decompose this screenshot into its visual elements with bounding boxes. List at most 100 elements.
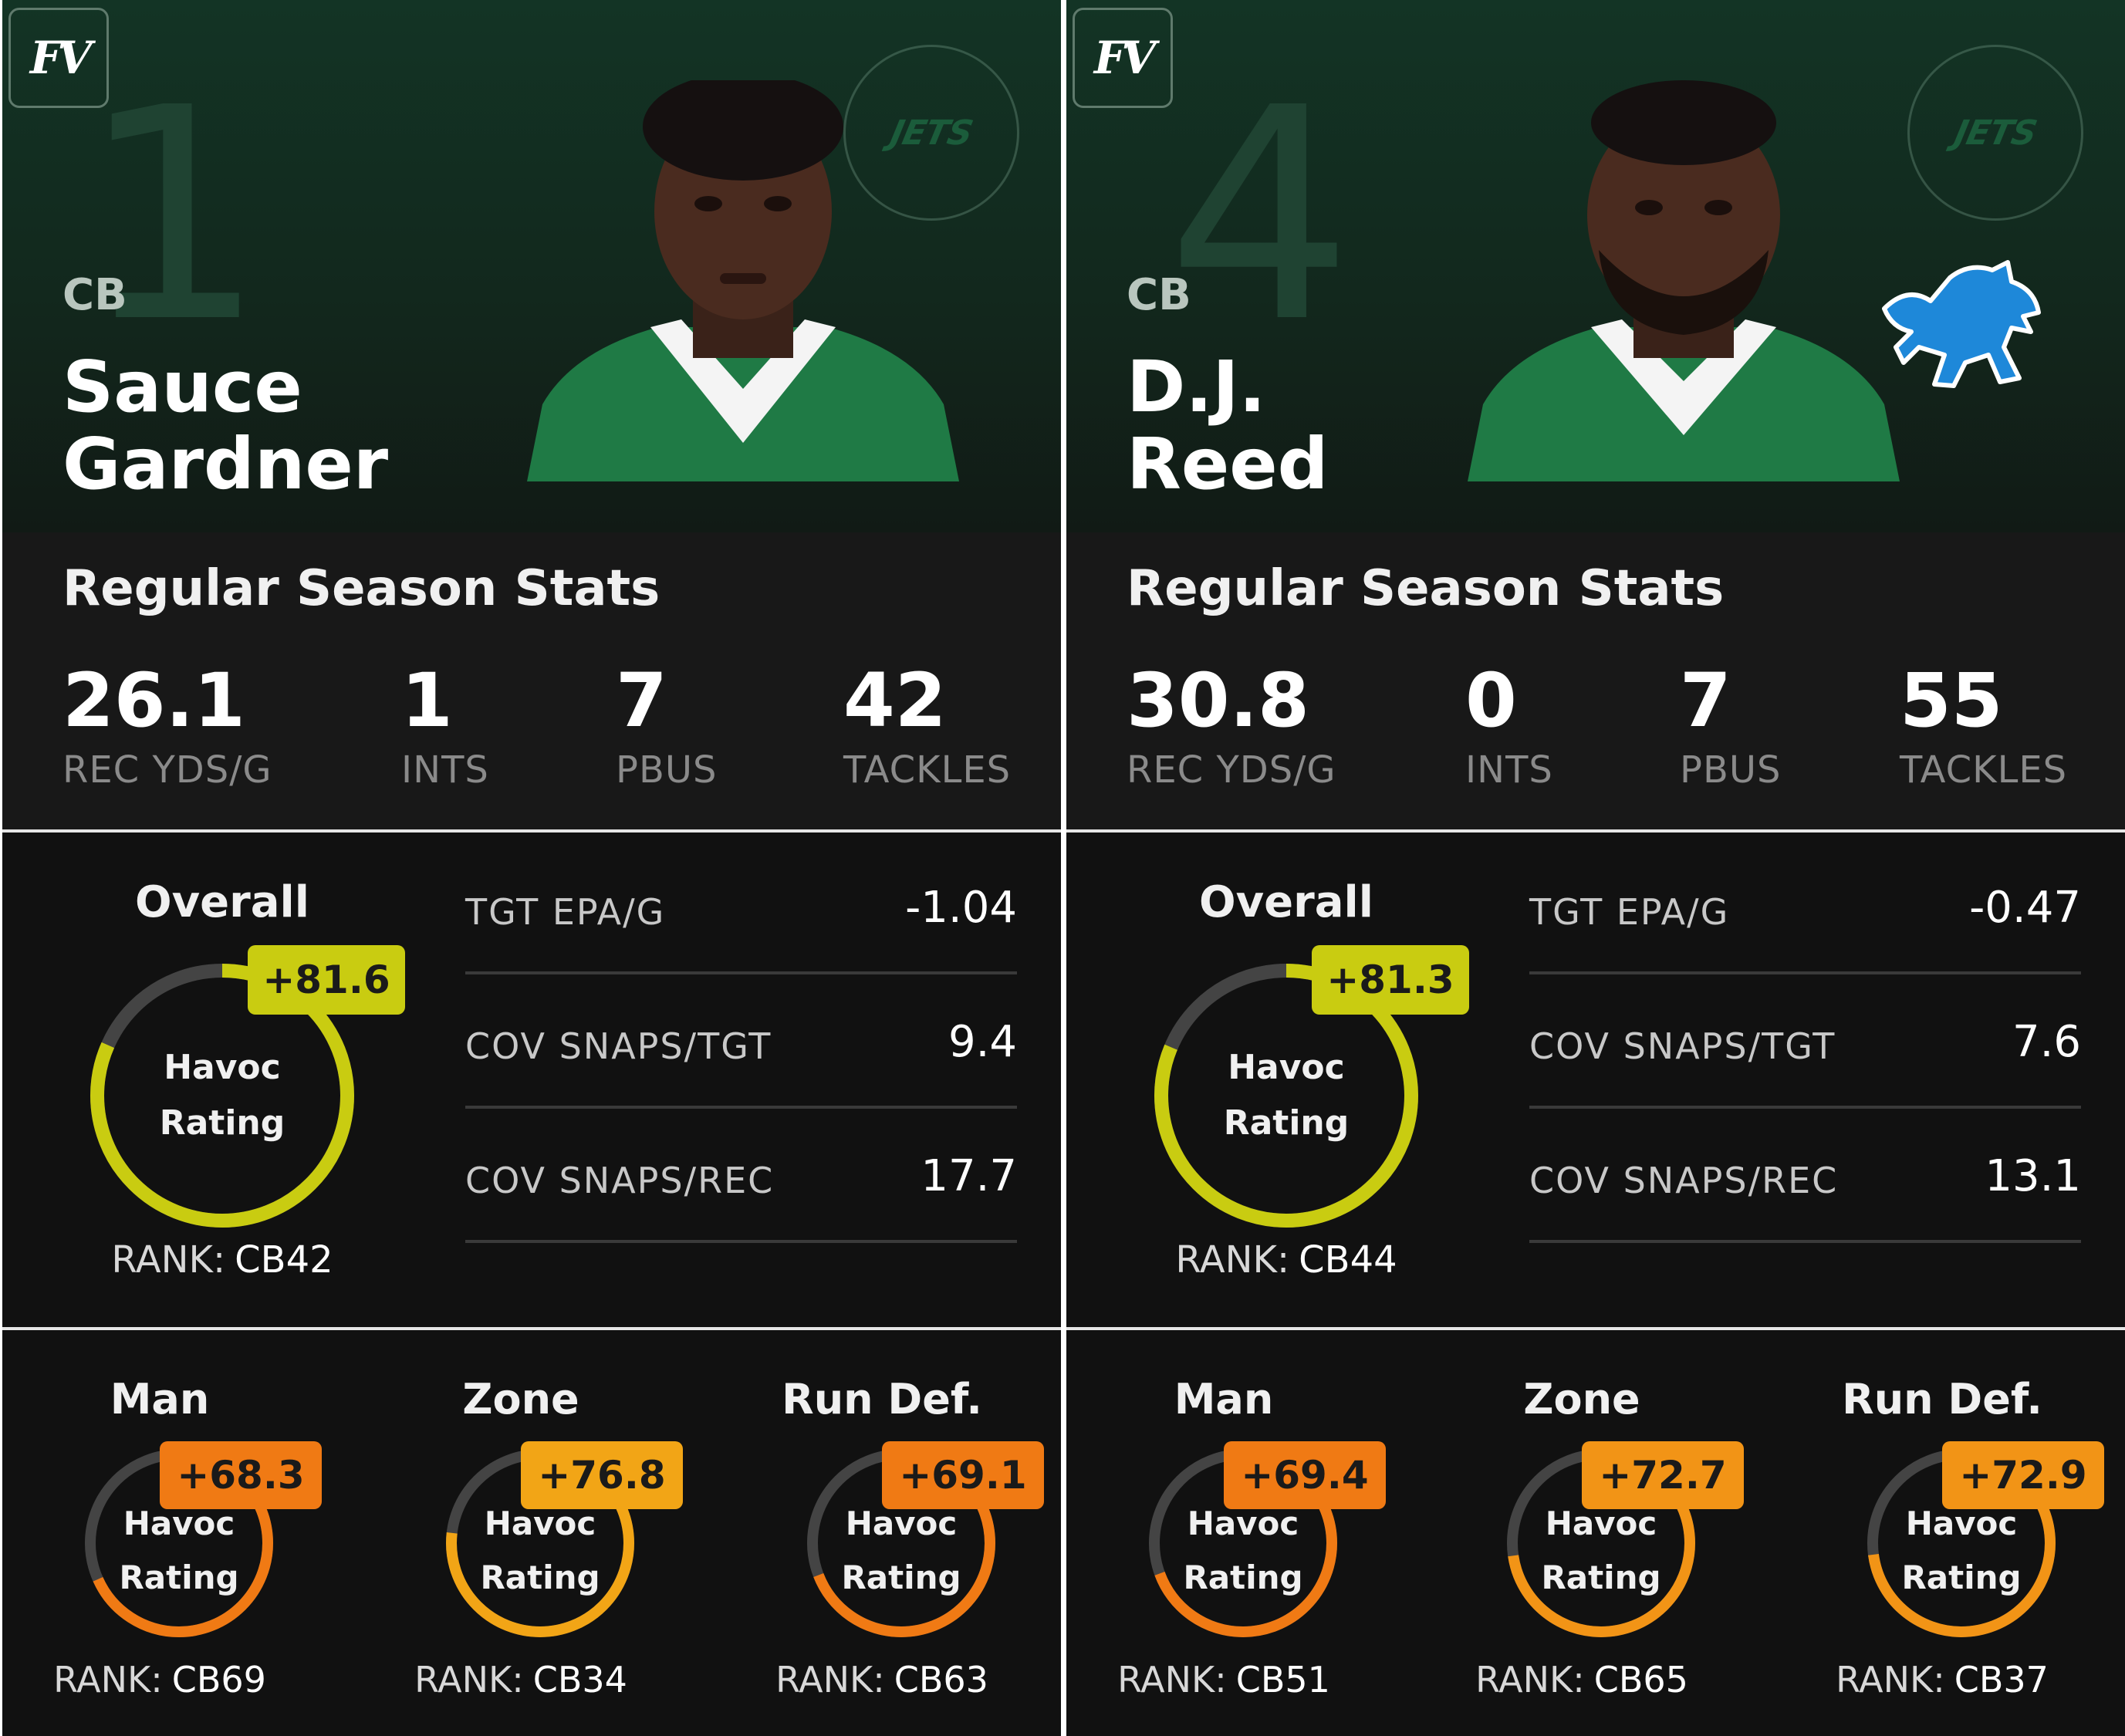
ring-label-line1: Havoc — [1545, 1505, 1657, 1542]
season-stats-panel: Regular Season Stats 26.1 REC YDS/G 1 IN… — [2, 532, 1061, 829]
sub-title: Run Def. — [1842, 1375, 2042, 1424]
metric-tgt-epa: TGT EPA/G -1.04 — [465, 837, 1017, 974]
overall-rating-ring: Havoc Rating — [79, 953, 365, 1238]
brand-logo-text: FV — [29, 32, 92, 84]
team-logo: JETS — [1907, 45, 2083, 221]
sub-rating-man: Man Havoc Rating +68.3 RANK: CB69 — [5, 1335, 322, 1736]
sub-rank: RANK: CB63 — [728, 1659, 1036, 1701]
stat-label: TACKLES — [1900, 748, 2068, 792]
stat-tackles: 55 TACKLES — [1900, 664, 2067, 792]
metric-label: COV SNAPS/TGT — [1529, 1025, 1836, 1067]
rank-label: RANK: — [1475, 1659, 1585, 1701]
metric-tgt-epa: TGT EPA/G -0.47 — [1529, 837, 2081, 974]
stat-value: 55 — [1900, 657, 2003, 744]
ring-label-line2: Rating — [119, 1559, 239, 1596]
player-header: FV 1 JETS CB Sauce Gardner — [2, 0, 1061, 532]
player-position: CB — [62, 270, 127, 320]
metric-label: TGT EPA/G — [465, 891, 666, 933]
stat-value: 1 — [401, 657, 453, 744]
ring-label-line2: Rating — [1541, 1559, 1661, 1596]
player-photo — [1468, 80, 1900, 481]
sub-rank: RANK: CB34 — [367, 1659, 675, 1701]
sub-ratings-panel: Man Havoc Rating +68.3 RANK: CB69 — [2, 1335, 1061, 1736]
sub-ratings-panel: Man Havoc Rating +69.4 RANK: CB51 — [1066, 1335, 2125, 1736]
sub-rating-badge: +69.1 — [882, 1441, 1044, 1509]
sub-rating-badge: +72.9 — [1942, 1441, 2104, 1509]
ring-label-line2: Rating — [480, 1559, 600, 1596]
player-card-dj-reed: FV 4 JETS CB D.J. Reed — [1066, 0, 2125, 1736]
sub-rating-badge: +68.3 — [160, 1441, 322, 1509]
metric-value: 7.6 — [2012, 1017, 2081, 1067]
rank-label: RANK: — [111, 1238, 226, 1282]
ring-label: Havoc Rating — [440, 1443, 640, 1651]
rank-label: RANK: — [1117, 1659, 1227, 1701]
metric-value: -1.04 — [905, 883, 1017, 933]
player-header: FV 4 JETS CB D.J. Reed — [1066, 0, 2125, 532]
stat-label: REC YDS/G — [62, 748, 272, 792]
sub-rank: RANK: CB51 — [1069, 1659, 1378, 1701]
player-first-name: Sauce — [62, 346, 302, 428]
overall-rating-ring: Havoc Rating — [1144, 953, 1429, 1238]
metric-cov-snaps-rec: COV SNAPS/REC 17.7 — [465, 1106, 1017, 1243]
rank-value: CB51 — [1235, 1659, 1330, 1701]
stat-rec-yds-per-game: 26.1 REC YDS/G — [62, 664, 272, 792]
player-photo — [527, 80, 959, 481]
season-stats-panel: Regular Season Stats 30.8 REC YDS/G 0 IN… — [1066, 532, 2125, 829]
season-stats-title: Regular Season Stats — [62, 560, 660, 617]
overall-title: Overall — [1199, 877, 1373, 927]
rank-value: CB65 — [1593, 1659, 1688, 1701]
rank-value: CB37 — [1954, 1659, 2049, 1701]
metric-value: 9.4 — [948, 1017, 1017, 1067]
player-last-name: Gardner — [62, 423, 389, 505]
ring-label: Havoc Rating — [1144, 953, 1429, 1238]
stat-label: TACKLES — [843, 748, 1012, 792]
overall-panel: Overall Havoc Rating +81.3 RANK: CB44 TGT… — [1066, 837, 2125, 1327]
metric-cov-snaps-tgt: COV SNAPS/TGT 7.6 — [1529, 971, 2081, 1109]
rank-label: RANK: — [1836, 1659, 1945, 1701]
rank-label: RANK: — [414, 1659, 524, 1701]
ring-label-line1: Havoc — [1905, 1505, 2018, 1542]
stat-value: 7 — [1680, 657, 1731, 744]
team-logo: JETS — [843, 45, 1019, 221]
ring-label-line1: Havoc — [484, 1505, 596, 1542]
metric-value: 17.7 — [921, 1151, 1017, 1201]
ring-label-line2: Rating — [1901, 1559, 2022, 1596]
sub-rank: RANK: CB69 — [5, 1659, 314, 1701]
stat-label: REC YDS/G — [1127, 748, 1336, 792]
ring-label-line2: Rating — [159, 1103, 285, 1143]
section-divider — [1066, 829, 2125, 833]
brand-logo[interactable]: FV — [1073, 8, 1173, 108]
sub-rating-run-def: Run Def. Havoc Rating +72.9 RANK: CB37 — [1788, 1335, 2104, 1736]
sub-rating-ring: Havoc Rating — [1501, 1443, 1701, 1643]
sub-rating-man: Man Havoc Rating +69.4 RANK: CB51 — [1069, 1335, 1386, 1736]
overall-rating-badge: +81.6 — [248, 945, 405, 1015]
rank-number: 4 — [1167, 45, 1353, 387]
ring-label-line2: Rating — [841, 1559, 961, 1596]
sub-rating-run-def: Run Def. Havoc Rating +69.1 RANK: CB63 — [728, 1335, 1044, 1736]
overall-ring-arc — [1154, 964, 1418, 1228]
ring-label-line1: Havoc — [123, 1505, 235, 1542]
brand-logo[interactable]: FV — [8, 8, 109, 108]
overall-title: Overall — [135, 877, 309, 927]
stat-value: 26.1 — [62, 657, 245, 744]
section-divider — [2, 1327, 1061, 1330]
sub-rating-zone: Zone Havoc Rating +76.8 RANK: CB34 — [367, 1335, 683, 1736]
player-last-name: Reed — [1127, 423, 1329, 505]
ring-label: Havoc Rating — [1143, 1443, 1343, 1651]
rank-number: 1 — [79, 45, 266, 387]
metric-value: -0.47 — [1969, 883, 2081, 933]
stat-label: PBUS — [616, 748, 718, 792]
brand-logo-text: FV — [1093, 32, 1156, 84]
ring-label: Havoc Rating — [1501, 1443, 1701, 1651]
overall-panel: Overall Havoc Rating +81.6 RANK: CB42 TGT… — [2, 837, 1061, 1327]
ring-label-line1: Havoc — [1187, 1505, 1299, 1542]
stat-label: INTS — [401, 748, 489, 792]
stat-pbus: 7 PBUS — [1680, 664, 1781, 792]
metric-label: COV SNAPS/REC — [1529, 1160, 1839, 1201]
team-logo-text: JETS — [1951, 113, 2040, 153]
player-name: Sauce Gardner — [62, 349, 525, 503]
overall-ring-arc — [90, 964, 354, 1228]
stat-value: 42 — [843, 657, 947, 744]
overall-rank: RANK: CB42 — [79, 1238, 365, 1282]
